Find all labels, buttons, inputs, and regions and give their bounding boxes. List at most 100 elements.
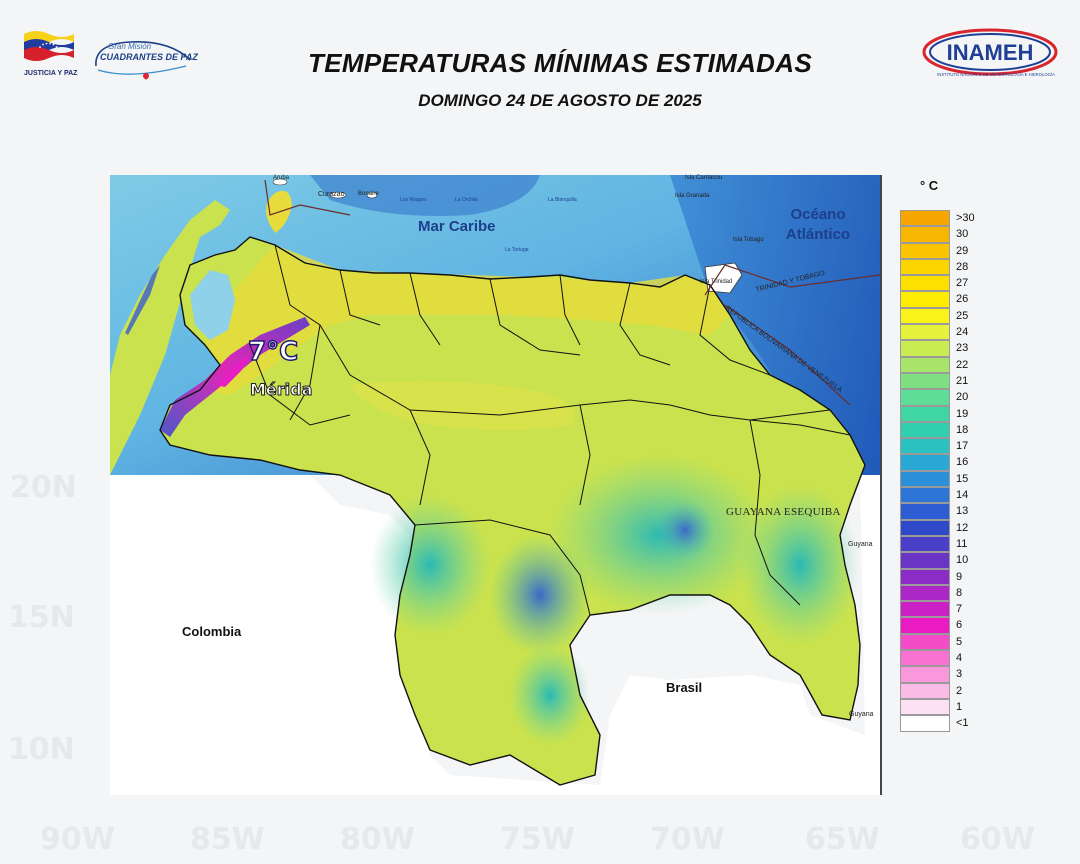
label-merida: Mérida bbox=[249, 380, 313, 400]
legend-swatch bbox=[900, 372, 950, 390]
legend-label: 12 bbox=[956, 521, 969, 534]
legend-label: 22 bbox=[956, 358, 969, 371]
legend-swatch bbox=[900, 307, 950, 325]
bg-lon-85w: 85W bbox=[190, 822, 265, 857]
legend-swatch bbox=[900, 470, 950, 488]
legend-swatch bbox=[900, 275, 950, 292]
bg-lon-65w: 65W bbox=[805, 822, 880, 857]
legend-row: 20 bbox=[900, 389, 984, 406]
legend-swatch bbox=[900, 682, 950, 699]
legend-swatch bbox=[900, 535, 950, 553]
legend-swatch bbox=[900, 487, 950, 504]
page-subtitle: DOMINGO 24 DE AGOSTO DE 2025 bbox=[418, 91, 702, 110]
legend-swatch bbox=[900, 438, 950, 455]
label-los-roques: Los Roques bbox=[400, 197, 427, 203]
label-la-blanquilla: La Blanquilla bbox=[548, 197, 577, 203]
legend-swatch bbox=[900, 584, 950, 602]
legend-swatch bbox=[900, 405, 950, 422]
llanos-warm bbox=[350, 381, 575, 430]
legend-label: 1 bbox=[956, 700, 963, 713]
legend-swatch bbox=[900, 650, 950, 667]
label-mar-caribe: Mar Caribe bbox=[418, 218, 496, 235]
legend-row: 26 bbox=[900, 291, 984, 308]
label-oceano-atlantico: Océano Atlántico bbox=[785, 206, 851, 243]
andes-cold-band bbox=[160, 317, 310, 437]
label-brasil: Brasil bbox=[666, 680, 703, 695]
legend-swatch bbox=[900, 210, 950, 227]
legend-label: 21 bbox=[956, 374, 969, 387]
esequibo-cool bbox=[740, 485, 860, 645]
legend-swatch bbox=[900, 552, 950, 569]
legend-label: 11 bbox=[956, 537, 968, 550]
bg-lat-10n: 10N bbox=[8, 732, 75, 767]
venezuela-land bbox=[160, 237, 865, 785]
legend-swatch bbox=[900, 226, 950, 243]
legend-label: 17 bbox=[956, 440, 969, 453]
legend-label: 18 bbox=[956, 423, 969, 436]
legend-row: 7 bbox=[900, 601, 984, 618]
legend-label: 27 bbox=[956, 277, 969, 290]
legend-label: 10 bbox=[956, 554, 969, 567]
label-trinidad: Isla Trinidad bbox=[700, 279, 733, 285]
legend-row: <1 bbox=[900, 715, 984, 732]
bg-lat-15n: 15N bbox=[8, 600, 75, 635]
legend-label: 23 bbox=[956, 342, 969, 355]
legend-label: 7 bbox=[956, 603, 963, 616]
legend-swatch bbox=[900, 389, 950, 406]
venezuela-map-svg bbox=[110, 175, 880, 795]
inameh-logo: INAMEH INSTITUTO NACIONAL DE METEOROLOGÍ… bbox=[918, 26, 1058, 82]
bg-lon-75w: 75W bbox=[500, 822, 575, 857]
legend-swatch bbox=[900, 340, 950, 357]
legend-row: 16 bbox=[900, 454, 984, 471]
legend-row: 9 bbox=[900, 568, 984, 585]
merida-cold-core bbox=[215, 353, 250, 387]
legend-label: <1 bbox=[956, 717, 969, 730]
legend-row: 29 bbox=[900, 242, 984, 259]
legend-row: 17 bbox=[900, 438, 984, 455]
bg-lon-70w: 70W bbox=[650, 822, 725, 857]
inameh-logo-text: INAMEH bbox=[947, 40, 1034, 65]
legend-row: 5 bbox=[900, 633, 984, 651]
label-temperature-highlight: 7°C bbox=[247, 336, 299, 368]
legend-items: >30 30 29 28 27 26 25 24 23 22 21 20 19 18 17 16 15 14 13 1… bbox=[900, 210, 984, 732]
legend-label: >30 bbox=[956, 212, 975, 224]
label-la-tortuga: La Tortuga bbox=[505, 247, 529, 253]
label-tobago: Isla Tobago bbox=[733, 237, 764, 243]
legend-label: 16 bbox=[956, 456, 969, 469]
legend-label: 14 bbox=[956, 489, 969, 502]
legend-label: 19 bbox=[956, 407, 969, 420]
bg-lon-90w: 90W bbox=[40, 822, 115, 857]
legend-label: 5 bbox=[956, 635, 963, 648]
label-curazao: Curazao bbox=[318, 191, 345, 198]
legend-swatch bbox=[900, 601, 950, 618]
legend-swatch bbox=[900, 421, 950, 439]
legend-row: 3 bbox=[900, 666, 984, 683]
legend-row: 23 bbox=[900, 340, 984, 357]
trinidad-island bbox=[704, 262, 743, 294]
colombia-west-land bbox=[110, 200, 230, 475]
legend-row: 24 bbox=[900, 324, 984, 341]
legend-swatch bbox=[900, 617, 950, 634]
label-guayana-esequiba: GUAYANA ESEQUIBA bbox=[726, 506, 841, 518]
lake-maracaibo bbox=[190, 270, 235, 340]
label-guyana-north: Guyana bbox=[848, 541, 873, 548]
venezuela-flag-icon bbox=[24, 31, 74, 61]
legend-swatch bbox=[900, 503, 950, 520]
legend-row: 4 bbox=[900, 650, 984, 667]
bonaire-island bbox=[366, 191, 378, 199]
legend-row: 25 bbox=[900, 307, 984, 325]
legend-label: 24 bbox=[956, 326, 969, 339]
legend-swatch bbox=[900, 324, 950, 341]
legend-row: 14 bbox=[900, 487, 984, 504]
legend-swatch bbox=[900, 568, 950, 585]
legend-row: 19 bbox=[900, 405, 984, 422]
legend-row: 6 bbox=[900, 617, 984, 634]
curazao-island bbox=[329, 191, 347, 199]
legend-label: 8 bbox=[956, 586, 963, 599]
bg-lat-20n: 20N bbox=[10, 470, 77, 505]
legend-row: >30 bbox=[900, 210, 984, 227]
bg-lon-80w: 80W bbox=[340, 822, 415, 857]
legend-label: 13 bbox=[956, 505, 969, 518]
legend-swatch bbox=[900, 454, 950, 471]
legend-swatch bbox=[900, 356, 950, 373]
